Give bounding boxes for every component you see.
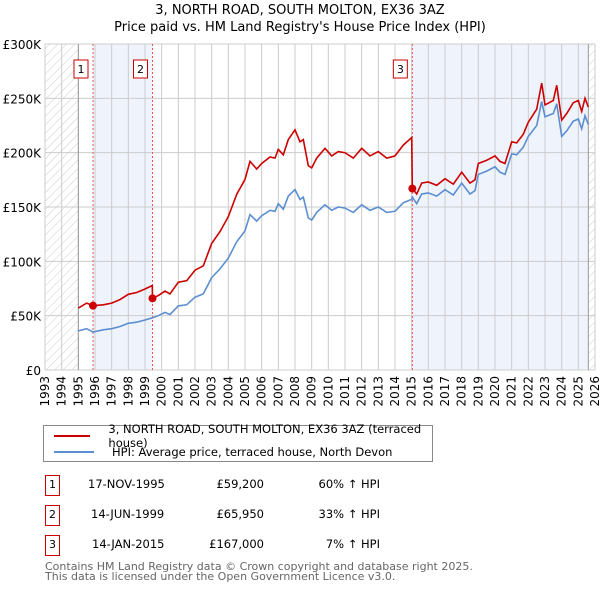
x-tick-label: 2025: [571, 376, 585, 407]
y-tick-label: £100K: [3, 255, 43, 269]
sale-label: 2: [137, 63, 144, 76]
x-tick-label: 1999: [138, 376, 152, 407]
sale-marker-badge: 2: [45, 505, 60, 526]
sale-hpi-diff: 7% ↑ HPI: [325, 537, 380, 551]
legend-label-property: 3, NORTH ROAD, SOUTH MOLTON, EX36 3AZ (t…: [108, 422, 422, 450]
sale-date: 17-NOV-1995: [88, 477, 165, 491]
chart-subtitle: Price paid vs. HM Land Registry's House …: [114, 20, 486, 35]
y-tick-label: £200K: [3, 147, 43, 161]
footer-copyright: Contains HM Land Registry data © Crown c…: [45, 560, 473, 573]
legend-swatch-property: [54, 435, 91, 437]
x-tick-label: 2018: [455, 376, 469, 407]
x-tick-label: 2014: [388, 376, 402, 407]
x-tick-label: 1993: [38, 376, 52, 407]
x-tick-label: 2007: [271, 376, 285, 407]
x-tick-label: 2002: [188, 376, 202, 407]
hpi-line: [78, 101, 590, 333]
x-tick-label: 1998: [121, 376, 135, 407]
y-tick-label: £0: [26, 364, 41, 378]
x-tick-label: 2024: [555, 376, 569, 407]
legend-item-hpi: HPI: Average price, terraced house, Nort…: [54, 444, 392, 460]
x-tick-label: 2017: [438, 376, 452, 407]
x-tick-label: 2015: [405, 376, 419, 407]
sale-price: £59,200: [216, 477, 264, 491]
x-tick-label: 2008: [288, 376, 302, 407]
x-tick-label: 2023: [538, 376, 552, 407]
x-tick-label: 1994: [55, 376, 69, 407]
y-tick-label: £250K: [3, 92, 43, 106]
sale-label-box: [392, 59, 408, 79]
sale-hpi-diff: 33% ↑ HPI: [318, 507, 380, 521]
x-tick-label: 2019: [471, 376, 485, 407]
sale-row: 3 14-JAN-2015 £167,000 7% ↑ HPI: [0, 535, 600, 557]
sale-marker-badge: 1: [45, 475, 60, 496]
legend-swatch-hpi: [54, 451, 94, 453]
x-tick-label: 2010: [321, 376, 335, 407]
y-tick-label: £300K: [3, 38, 43, 52]
sale-label: 1: [78, 63, 85, 76]
x-tick-label: 2026: [588, 376, 600, 407]
sale-marker-badge: 3: [45, 535, 60, 556]
sale-price: £167,000: [209, 537, 264, 551]
x-tick-label: 2012: [355, 376, 369, 407]
sale-label-box: [73, 59, 89, 79]
x-tick-label: 2001: [171, 376, 185, 407]
property-price-line: [77, 82, 590, 309]
legend-label-hpi: HPI: Average price, terraced house, Nort…: [112, 445, 393, 459]
sale-label: 3: [397, 63, 404, 76]
x-tick-label: 2004: [221, 376, 235, 407]
x-tick-label: 2005: [238, 376, 252, 407]
legend-item-property: 3, NORTH ROAD, SOUTH MOLTON, EX36 3AZ (t…: [54, 422, 432, 450]
sale-row: 2 14-JUN-1999 £65,950 33% ↑ HPI: [0, 505, 600, 527]
x-tick-label: 1997: [105, 376, 119, 407]
x-tick-label: 2016: [421, 376, 435, 407]
sale-price: £65,950: [216, 507, 264, 521]
x-tick-label: 1996: [88, 376, 102, 407]
x-tick-label: 1995: [71, 376, 85, 407]
y-tick-label: £150K: [3, 201, 43, 215]
x-tick-label: 2020: [488, 376, 502, 407]
x-tick-label: 2013: [371, 376, 385, 407]
sale-point: [89, 301, 97, 310]
x-tick-label: 2022: [521, 376, 535, 407]
x-tick-label: 2000: [155, 376, 169, 407]
sale-label-box: [133, 59, 148, 79]
footer-licence: This data is licensed under the Open Gov…: [45, 570, 396, 583]
sale-date: 14-JUN-1999: [91, 507, 165, 521]
x-tick-label: 2009: [305, 376, 319, 407]
x-tick-label: 2021: [505, 376, 519, 407]
price-chart: 1993 1994 1995 1996 1997 1998 1999 2000 2001 2002…: [3, 38, 600, 407]
legend: 3, NORTH ROAD, SOUTH MOLTON, EX36 3AZ (t…: [43, 422, 433, 462]
x-tick-label: 2006: [255, 376, 269, 407]
x-tick-label: 2003: [205, 376, 219, 407]
sale-point: [408, 184, 417, 193]
sale-point: [148, 294, 157, 303]
y-tick-label: £50K: [10, 310, 42, 324]
x-tick-label: 2011: [338, 376, 352, 407]
chart-title: 3, NORTH ROAD, SOUTH MOLTON, EX36 3AZ: [155, 3, 445, 18]
sale-date: 14-JAN-2015: [92, 537, 165, 551]
sale-row: 1 17-NOV-1995 £59,200 60% ↑ HPI: [0, 475, 600, 497]
sale-hpi-diff: 60% ↑ HPI: [318, 477, 380, 491]
